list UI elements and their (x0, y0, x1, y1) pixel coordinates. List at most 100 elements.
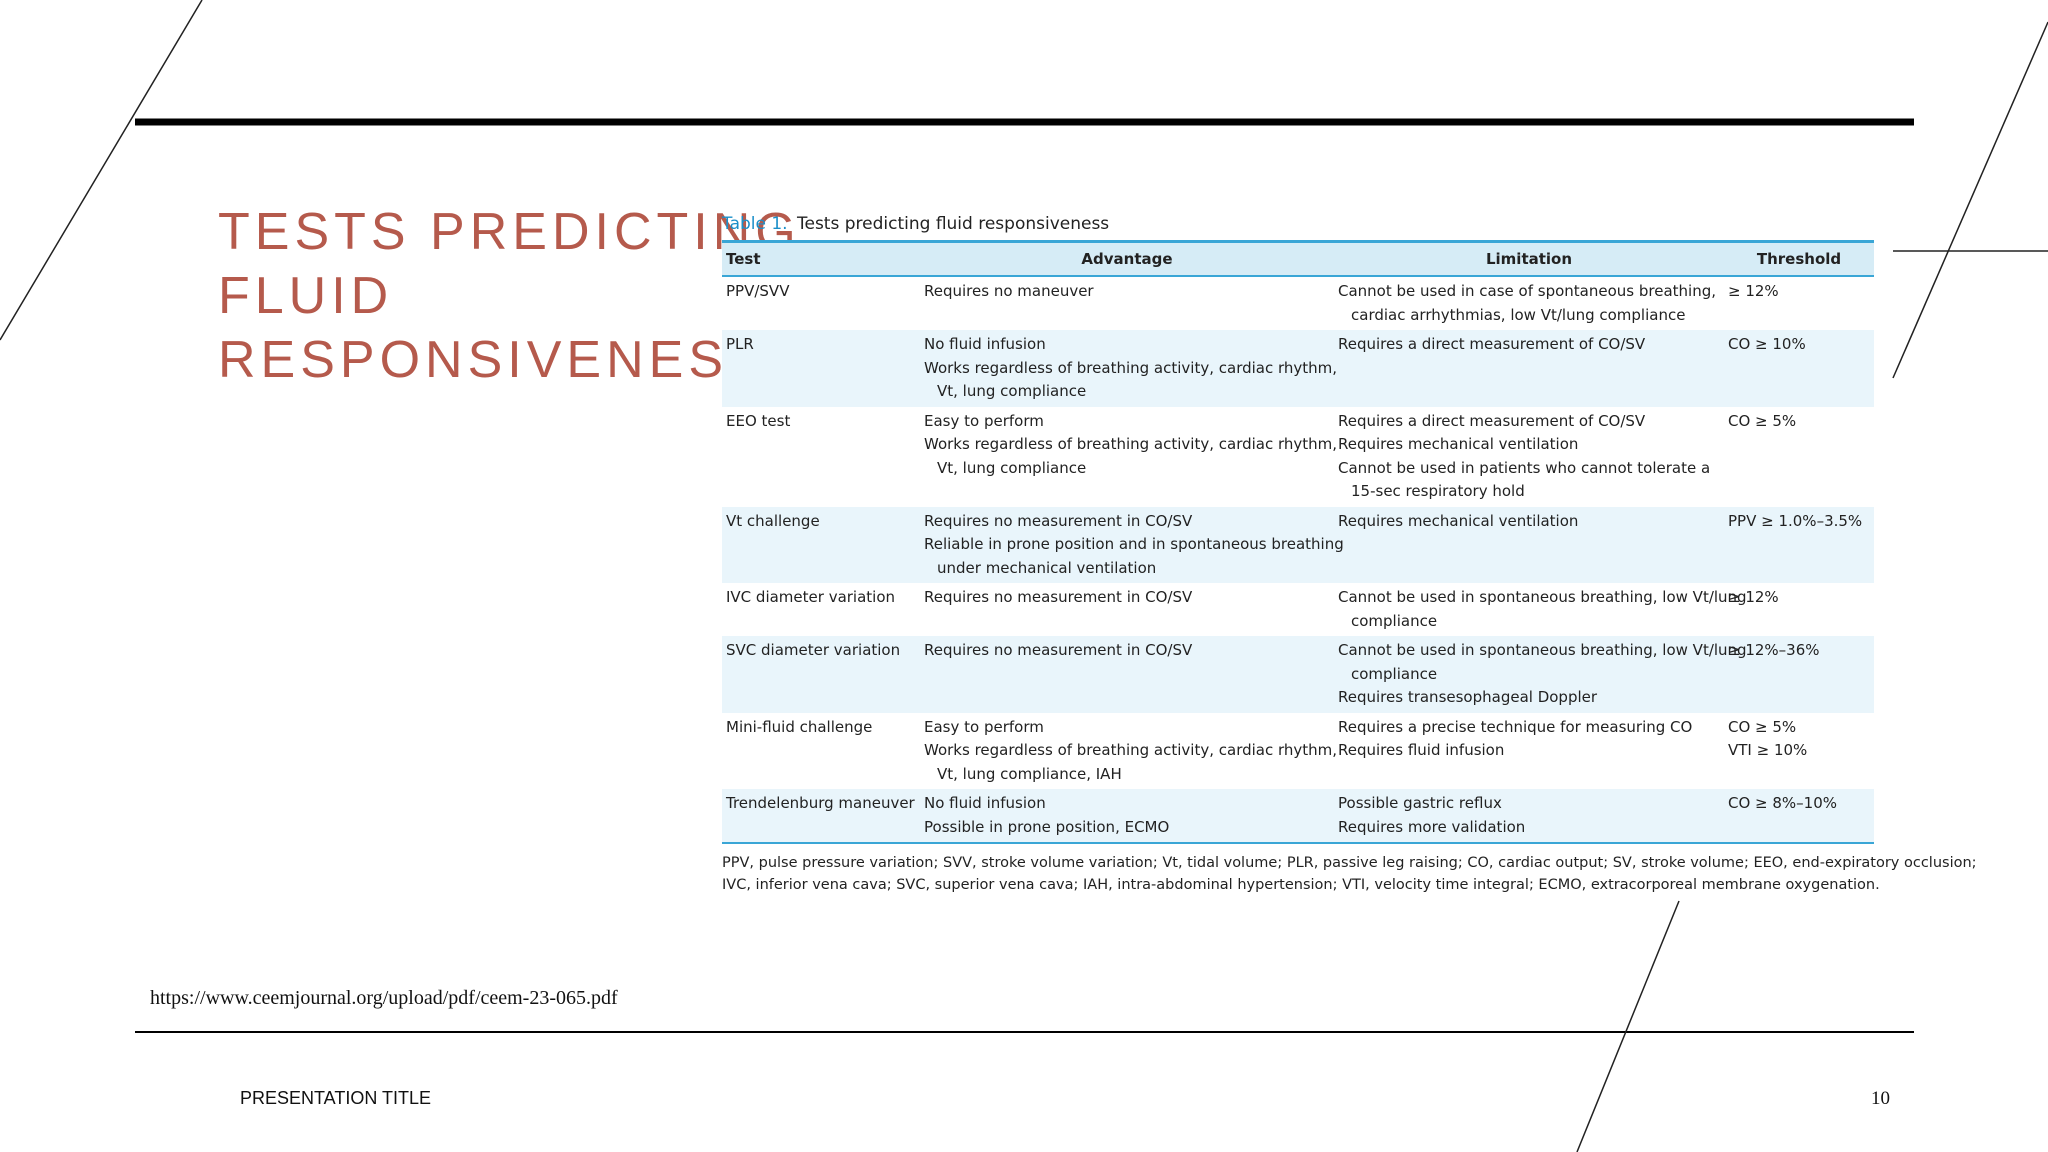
cell-line: 15-sec respiratory hold (1351, 482, 1525, 500)
lower-diagonal-line (1576, 900, 1680, 1152)
cell-limitation: Requires a direct measurement of CO/SV Re… (1334, 407, 1724, 507)
cell-line: No fluid infusion (924, 335, 1046, 353)
cell-threshold: CO ≥ 8%–10% (1724, 789, 1874, 844)
cell-line: Works regardless of breathing activity, … (924, 358, 1338, 377)
cell-limitation: Requires mechanical ventilation (1334, 507, 1724, 584)
table-row: Vt challenge Requires no measurement in C… (722, 506, 1874, 584)
column-header: Threshold (1724, 240, 1874, 277)
cell-line: Requires mechanical ventilation (1338, 511, 1579, 530)
cell-test: PPV/SVV (722, 276, 920, 330)
cell-line: Cannot be used in spontaneous breathing,… (1338, 641, 1747, 659)
cell-line: Requires no measurement in CO/SV (924, 641, 1193, 659)
table-caption-text: Tests predicting fluid responsiveness (797, 214, 1110, 234)
slide-title-line: FLUID (218, 267, 394, 325)
table-caption: Table 1. Tests predicting fluid responsi… (722, 208, 1874, 240)
cell-threshold: CO ≥ 5% (1724, 407, 1874, 507)
cell-line: Vt, lung compliance (937, 458, 1087, 477)
cell-threshold: ≥ 12% (1724, 583, 1874, 636)
cell-line: Vt challenge (726, 511, 820, 530)
cell-advantage: No fluid infusion Works regardless of bre… (920, 330, 1338, 407)
column-header: Advantage (920, 240, 1334, 277)
cell-line: Vt, lung compliance (937, 382, 1087, 400)
table-row: PPV/SVV Requires no maneuver Cannot be use… (722, 276, 1874, 330)
footnote-line: IVC, inferior vena cava; SVC, superior v… (722, 877, 1880, 893)
cell-line: Cannot be used in case of spontaneous br… (1338, 282, 1717, 300)
cell-line: Works regardless of breathing activity, … (924, 435, 1338, 453)
right-upper-diagonal-line (1892, 21, 2048, 379)
cell-line: PPV/SVV (726, 282, 790, 300)
table-row: Trendelenburg maneuver No fluid infusion P… (722, 789, 1874, 844)
cell-line: under mechanical ventilation (937, 558, 1157, 577)
cell-limitation: Requires a direct measurement of CO/SV (1334, 330, 1724, 407)
slide-title-line: RESPONSIVENESS (218, 331, 768, 389)
cell-advantage: Requires no measurement in CO/SV Reliable… (920, 507, 1344, 584)
cell-limitation: Cannot be used in case of spontaneous br… (1334, 276, 1724, 330)
left-diagonal-line (0, 0, 203, 341)
cell-threshold: CO ≥ 10% (1724, 330, 1874, 407)
page-number: 10 (1871, 1088, 1890, 1109)
table-row: PLR No fluid infusion Works regardless of … (722, 330, 1874, 407)
cell-threshold: ≥ 12% (1724, 276, 1874, 330)
cell-line: SVC diameter variation (726, 641, 901, 659)
cell-line: Requires a precise technique for measuri… (1338, 717, 1693, 736)
cell-line: CO ≥ 5% (1728, 411, 1797, 430)
cell-line: CO ≥ 8%–10% (1728, 794, 1838, 812)
cell-line: ≥ 12% (1728, 282, 1779, 300)
cell-line: Vt, lung compliance, IAH (937, 764, 1122, 783)
cell-advantage: Easy to perform Works regardless of breat… (920, 713, 1338, 790)
cell-line: VTI ≥ 10% (1728, 741, 1808, 759)
column-header: Limitation (1334, 240, 1724, 277)
cell-threshold: ≥ 12%–36% (1724, 636, 1874, 713)
cell-line: Possible in prone position, ECMO (924, 817, 1170, 836)
cell-line: Easy to perform (924, 411, 1044, 430)
cell-limitation: Cannot be used in spontaneous breathing,… (1334, 636, 1747, 713)
cell-limitation: Requires a precise technique for measuri… (1334, 713, 1724, 790)
cell-line: ≥ 12%–36% (1728, 641, 1820, 659)
cell-line: Requires more validation (1338, 817, 1526, 836)
table-caption-label: Table 1. (722, 214, 788, 234)
column-header: Test (722, 240, 920, 277)
cell-line: Cannot be used in patients who cannot to… (1338, 458, 1711, 477)
cell-test: SVC diameter variation (722, 636, 920, 713)
cell-test: PLR (722, 330, 920, 407)
data-table: Test Advantage Limitation Threshold PPV/… (722, 240, 1874, 844)
cell-threshold: PPV ≥ 1.0%–3.5% (1724, 507, 1874, 584)
cell-line: CO ≥ 10% (1728, 335, 1806, 353)
fluid-responsiveness-table-figure: Table 1. Tests predicting fluid responsi… (722, 208, 1977, 896)
cell-line: No fluid infusion (924, 794, 1046, 812)
cell-line: Requires mechanical ventilation (1338, 435, 1579, 453)
cell-line: Requires a direct measurement of CO/SV (1338, 335, 1646, 353)
table-row: EEO test Easy to perform Works regardless … (722, 407, 1874, 507)
cell-line: Trendelenburg maneuver (726, 794, 915, 812)
cell-limitation: Cannot be used in spontaneous breathing,… (1334, 583, 1747, 636)
cell-line: PLR (726, 335, 754, 353)
cell-line: EEO test (726, 411, 791, 430)
cell-test: Mini-fluid challenge (722, 713, 920, 790)
cell-line: Possible gastric reflux (1338, 794, 1502, 812)
cell-line: ≥ 12% (1728, 588, 1779, 606)
footnote-line: PPV, pulse pressure variation; SVV, stro… (722, 855, 1977, 871)
cell-line: Mini-fluid challenge (726, 717, 873, 736)
cell-line: IVC diameter variation (726, 588, 896, 606)
table-row: Mini-fluid challenge Easy to perform Works… (722, 713, 1874, 790)
cell-line: CO ≥ 5% (1728, 717, 1797, 736)
cell-line: Works regardless of breathing activity, … (924, 741, 1338, 759)
cell-line: Cannot be used in spontaneous breathing,… (1338, 588, 1747, 606)
cell-line: Reliable in prone position and in sponta… (924, 535, 1344, 553)
cell-limitation: Possible gastric reflux Requires more val… (1334, 789, 1724, 844)
cell-test: Vt challenge (722, 507, 920, 584)
cell-line: cardiac arrhythmias, low Vt/lung complia… (1351, 305, 1686, 324)
cell-line: Requires no measurement in CO/SV (924, 588, 1193, 606)
cell-line: Requires transesophageal Doppler (1338, 688, 1598, 706)
cell-line: compliance (1351, 664, 1438, 683)
cell-line: compliance (1351, 611, 1438, 630)
source-link[interactable]: https://www.ceemjournal.org/upload/pdf/c… (150, 987, 618, 1009)
footer-presentation-title: PRESENTATION TITLE (240, 1088, 432, 1108)
slide-title-line: TESTS PREDICTING (218, 203, 801, 261)
cell-test: IVC diameter variation (722, 583, 920, 636)
cell-advantage: Requires no measurement in CO/SV (920, 583, 1334, 636)
cell-line: Easy to perform (924, 717, 1044, 736)
cell-line: Requires fluid infusion (1338, 741, 1505, 759)
cell-advantage: Requires no maneuver (920, 276, 1334, 330)
